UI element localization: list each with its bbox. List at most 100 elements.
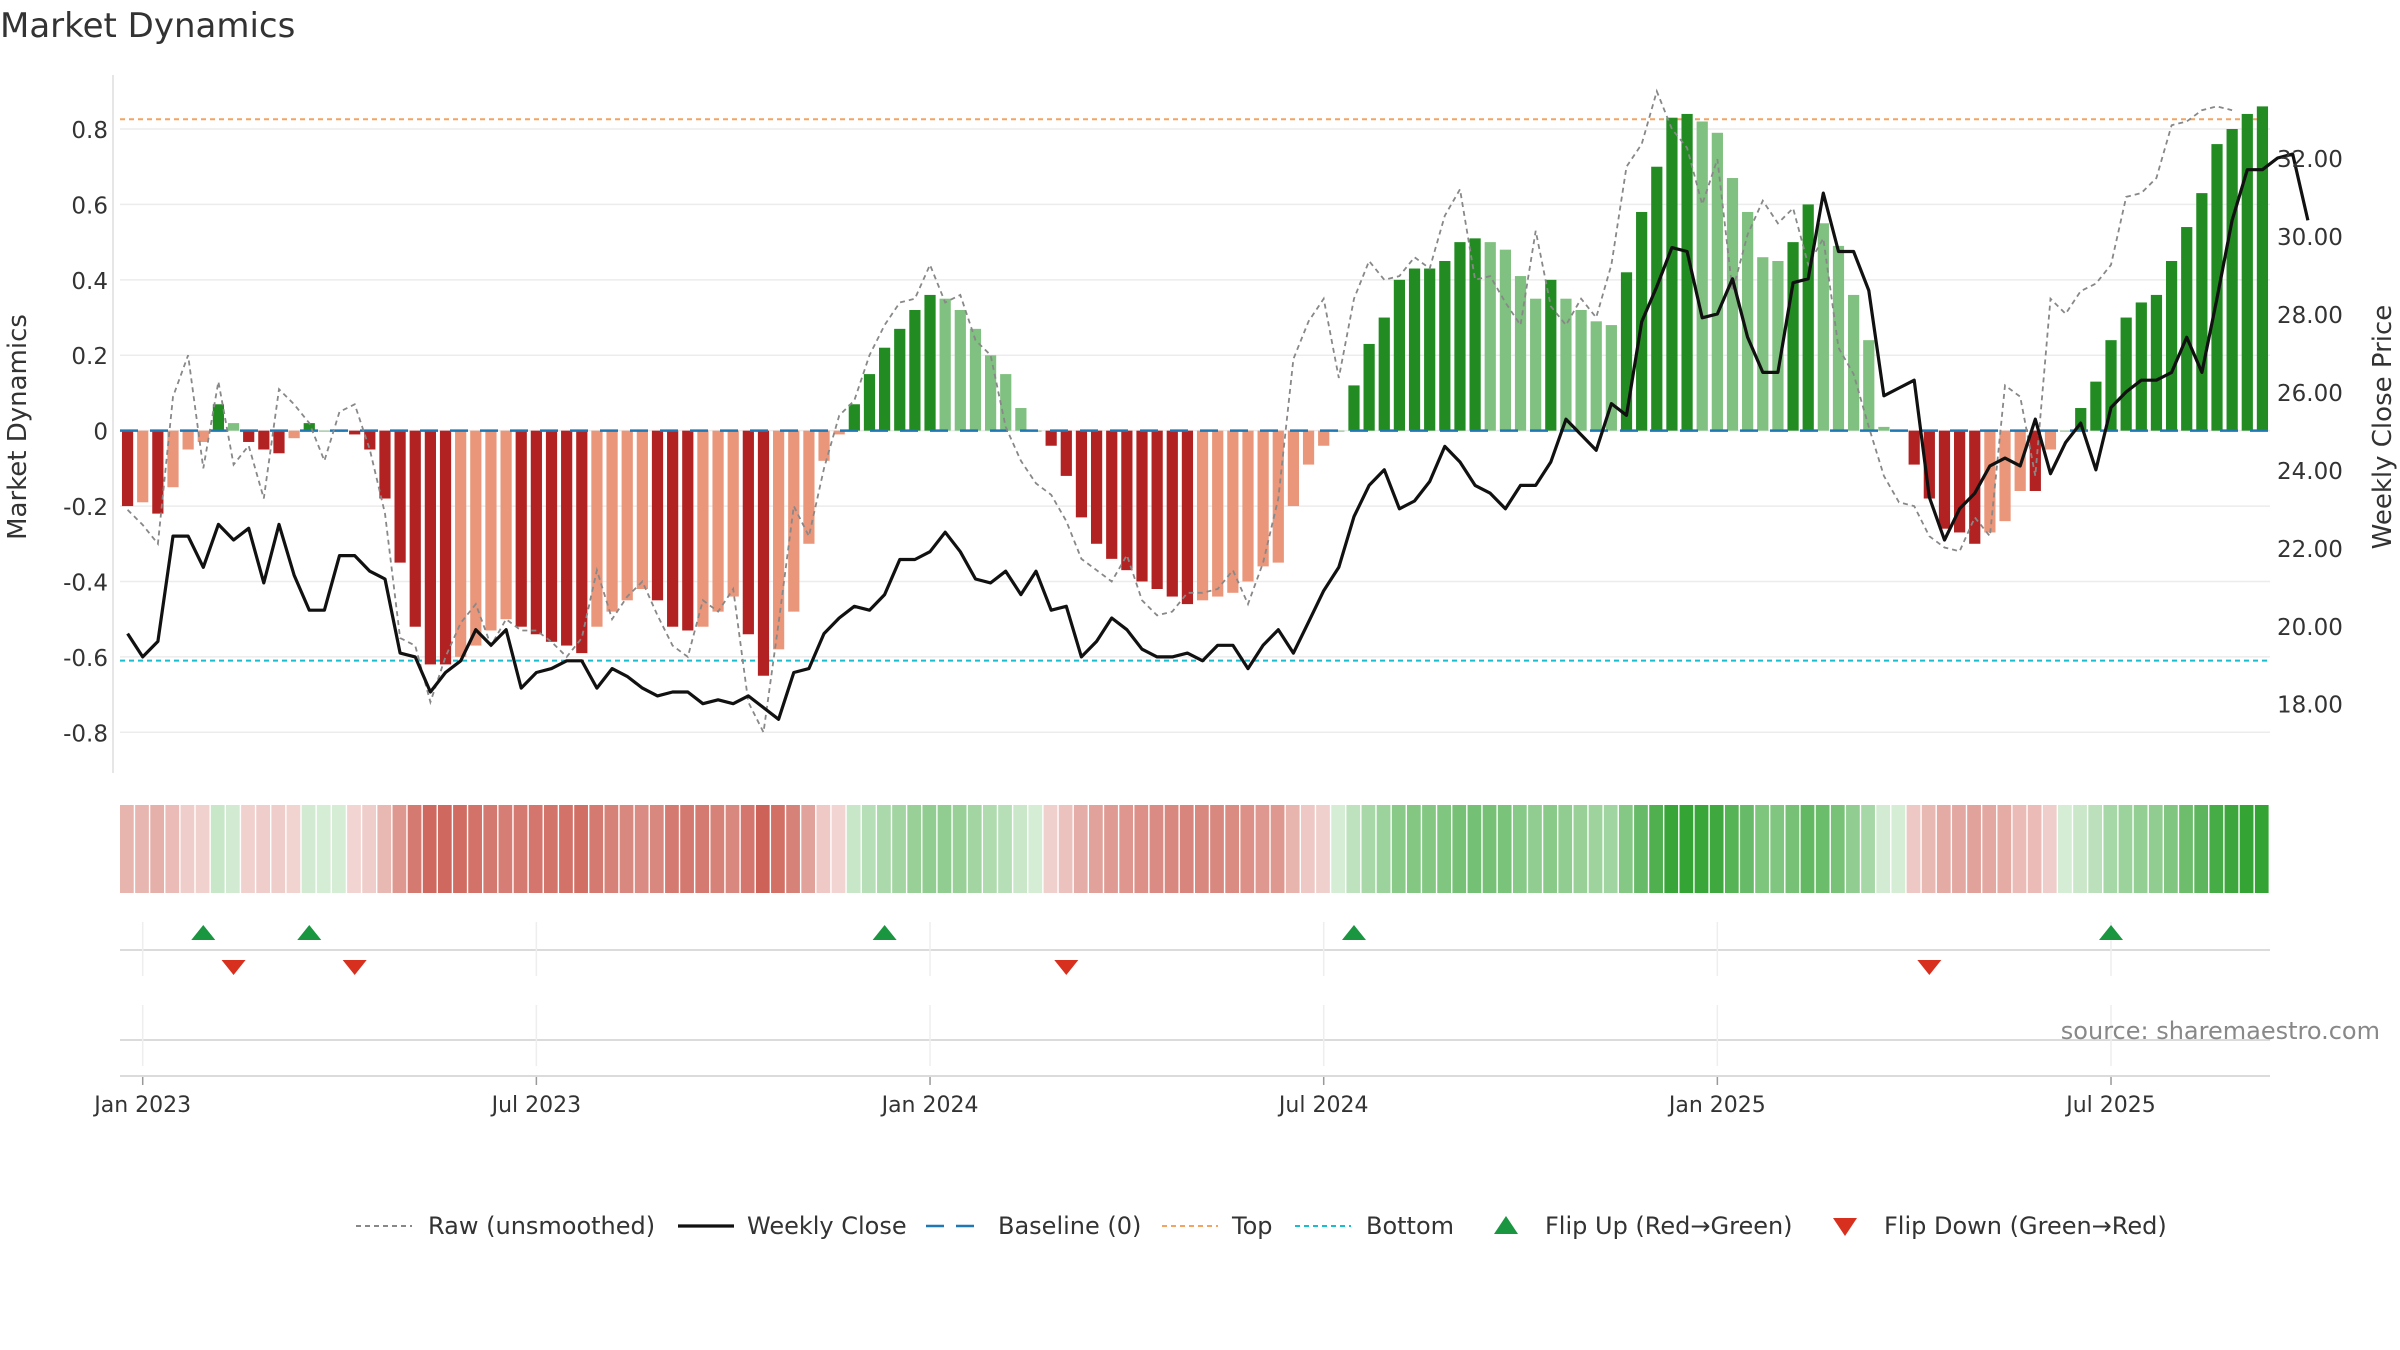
heat-cell: [2224, 805, 2239, 893]
flip-up-marker: [2099, 925, 2124, 940]
heat-cell: [1179, 805, 1194, 893]
bar-market-dynamics: [1711, 132, 1723, 431]
bar-market-dynamics: [182, 430, 194, 450]
flip-markers-panel: [120, 922, 2270, 1077]
bar-market-dynamics: [409, 430, 421, 627]
bar-market-dynamics: [1984, 430, 1996, 533]
heat-cell: [180, 805, 195, 893]
heat-cell: [377, 805, 392, 893]
bar-market-dynamics: [1954, 430, 1966, 533]
bar-market-dynamics: [939, 298, 951, 431]
left-tick-label: 0.2: [71, 344, 108, 370]
heat-cell: [2179, 805, 2193, 893]
heat-cell: [983, 805, 997, 893]
heat-cell: [1482, 805, 1497, 893]
heat-cell: [1861, 805, 1875, 893]
right-tick-label: 30.00: [2277, 225, 2343, 251]
heat-cell: [437, 805, 452, 893]
heat-cell: [1694, 805, 1709, 893]
right-axis-label: Weekly Close Price: [2368, 305, 2398, 550]
heat-cell: [1770, 805, 1785, 893]
bar-market-dynamics: [848, 404, 860, 431]
bar-market-dynamics: [1757, 257, 1769, 431]
raw-unsmoothed-line: [126, 88, 2233, 736]
bar-market-dynamics: [1651, 166, 1663, 431]
heat-cell: [1815, 805, 1830, 893]
heat-cell: [347, 805, 361, 893]
bar-market-dynamics: [1075, 430, 1088, 518]
heat-cell: [1467, 805, 1482, 893]
bar-market-dynamics: [742, 430, 754, 635]
bar-market-dynamics: [1848, 294, 1860, 431]
bar-market-dynamics: [576, 430, 588, 654]
bar-market-dynamics: [2226, 129, 2238, 431]
legend-label: Raw (unsmoothed): [428, 1212, 655, 1240]
bar-market-dynamics: [1560, 298, 1572, 431]
bar-market-dynamics: [2105, 340, 2117, 431]
bar-market-dynamics: [1742, 211, 1754, 431]
heat-cell: [1785, 805, 1800, 893]
heat-cell: [877, 805, 891, 893]
heat-cell: [543, 805, 558, 893]
heat-cell: [2254, 805, 2269, 893]
right-tick-label: 28.00: [2277, 303, 2343, 329]
bar-market-dynamics: [1318, 430, 1330, 446]
heat-cell: [634, 805, 649, 893]
bar-market-dynamics: [1363, 343, 1375, 431]
heat-cell: [1134, 805, 1149, 893]
x-tick-label: Jan 2024: [880, 1093, 979, 1118]
bar-market-dynamics: [1878, 426, 1890, 431]
left-tick-label: -0.8: [63, 721, 108, 747]
bar-market-dynamics: [2165, 260, 2178, 431]
bar-market-dynamics: [470, 430, 482, 646]
bar-market-dynamics: [1817, 223, 1829, 431]
heat-cell: [453, 805, 467, 893]
bar-market-dynamics: [2120, 317, 2132, 431]
heat-cell: [1195, 805, 1209, 893]
heat-cell: [1982, 805, 1997, 893]
heat-cell: [1846, 805, 1860, 893]
heat-cell: [2012, 805, 2027, 893]
left-tick-label: -0.2: [63, 495, 108, 521]
bar-market-dynamics: [243, 430, 255, 442]
bar-market-dynamics: [1287, 430, 1300, 507]
heat-cell: [559, 805, 573, 893]
bar-market-dynamics: [712, 430, 724, 612]
bar-market-dynamics: [1333, 430, 1345, 432]
bar-market-dynamics: [727, 430, 739, 597]
bar-market-dynamics: [1166, 430, 1178, 597]
bar-market-dynamics: [1045, 430, 1057, 446]
left-tick-label: 0.6: [71, 193, 108, 219]
bar-market-dynamics: [2075, 408, 2087, 431]
bar-market-dynamics: [515, 430, 527, 627]
bar-market-dynamics: [1060, 430, 1072, 476]
bar-market-dynamics: [167, 430, 179, 488]
heat-cell: [1512, 805, 1527, 893]
x-tick-label: Jul 2025: [2064, 1093, 2156, 1118]
bar-market-dynamics: [984, 355, 997, 431]
heat-cell: [1755, 805, 1769, 893]
bar-market-dynamics: [1545, 279, 1557, 431]
bar-market-dynamics: [500, 430, 512, 620]
left-tick-label: -0.6: [63, 646, 108, 672]
heat-cell: [407, 805, 422, 893]
bar-market-dynamics: [1681, 113, 1693, 431]
heat-cell: [1028, 805, 1043, 893]
heat-cell: [1406, 805, 1421, 893]
left-tick-label: 0.4: [71, 269, 108, 295]
bar-market-dynamics: [894, 328, 906, 431]
bar-market-dynamics: [485, 430, 497, 631]
heat-cell: [998, 805, 1012, 893]
left-tick-label: -0.4: [63, 570, 108, 596]
bar-market-dynamics: [2090, 381, 2102, 431]
heat-cell: [1528, 805, 1542, 893]
bar-market-dynamics: [954, 310, 966, 431]
heat-cell: [1634, 805, 1648, 893]
bar-market-dynamics: [879, 347, 891, 431]
heat-cell: [1149, 805, 1164, 893]
right-tick-label: 22.00: [2277, 537, 2343, 563]
bar-market-dynamics: [303, 423, 315, 431]
x-tick-label: Jan 2025: [1667, 1093, 1766, 1118]
bar-market-dynamics: [1000, 374, 1012, 431]
